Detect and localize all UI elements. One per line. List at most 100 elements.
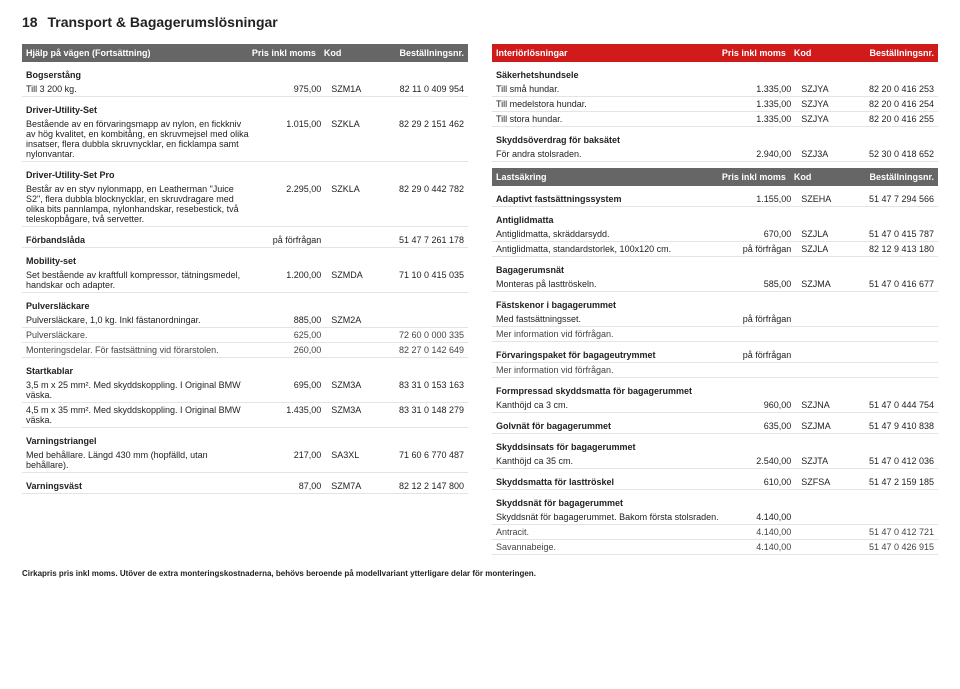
cell-code — [325, 343, 379, 358]
group-heading: Pulversläckare — [22, 293, 468, 314]
cell-code: SA3XL — [325, 448, 379, 473]
cell-code — [795, 510, 849, 525]
cell-order — [849, 510, 938, 525]
cell-price: 1.335,00 — [724, 82, 795, 97]
cell-code: SZM1A — [325, 82, 379, 97]
cell-code: SZKLA — [325, 182, 379, 227]
cell-price: 4.140,00 — [724, 510, 795, 525]
col-code: Kod — [790, 44, 847, 62]
cell-order: 71 10 0 415 035 — [379, 268, 468, 293]
cell-price: 670,00 — [724, 227, 795, 242]
cell-order: 51 47 7 294 566 — [849, 186, 938, 207]
cell-order — [849, 363, 938, 378]
group-heading: Adaptivt fastsättningssystem — [492, 186, 724, 207]
cell-name: Till medelstora hundar. — [492, 97, 724, 112]
cell-name: Till små hundar. — [492, 82, 724, 97]
cell-order — [849, 312, 938, 327]
cell-code — [795, 312, 849, 327]
cell-code — [795, 327, 849, 342]
left-header-title: Hjälp på vägen (Fortsättning) — [26, 48, 151, 58]
group-heading: Bagagerumsnät — [492, 257, 938, 278]
cell-price: 1.335,00 — [724, 112, 795, 127]
cell-price: 1.155,00 — [724, 186, 795, 207]
cell-order: 51 47 0 444 754 — [849, 398, 938, 413]
cell-code: SZM3A — [325, 403, 379, 428]
cell-name: Pulversläckare, 1,0 kg. Inkl fästanordni… — [22, 313, 254, 328]
cell-price: 1.015,00 — [254, 117, 325, 162]
cell-order: 51 47 0 426 915 — [849, 540, 938, 555]
group-heading: Varningsväst — [22, 473, 254, 494]
cell-order: 82 11 0 409 954 — [379, 82, 468, 97]
cell-order: 52 30 0 418 652 — [849, 147, 938, 162]
cell-price: 217,00 — [254, 448, 325, 473]
cell-price — [724, 363, 795, 378]
cell-price: 625,00 — [254, 328, 325, 343]
cell-order: 82 20 0 416 255 — [849, 112, 938, 127]
cell-code: SZM3A — [325, 378, 379, 403]
group-heading: Antiglidmatta — [492, 207, 938, 228]
cell-price: 960,00 — [724, 398, 795, 413]
right-table-2: Adaptivt fastsättningssystem1.155,00SZEH… — [492, 186, 938, 555]
col-order: Beställningsnr. — [847, 44, 938, 62]
cell-order: 82 29 2 151 462 — [379, 117, 468, 162]
cell-order: 51 47 9 410 838 — [849, 413, 938, 434]
cell-order: 51 47 7 261 178 — [379, 227, 468, 248]
cell-code: SZJMA — [795, 277, 849, 292]
cell-price: på förfrågan — [254, 227, 325, 248]
cell-order: 82 29 0 442 782 — [379, 182, 468, 227]
cell-price: 975,00 — [254, 82, 325, 97]
cell-name: Till 3 200 kg. — [22, 82, 254, 97]
right-header: Interiörlösningar Pris inkl moms Kod Bes… — [492, 44, 938, 62]
cell-code: SZJLA — [795, 242, 849, 257]
cell-name: Skyddsnät för bagagerummet. Bakom första… — [492, 510, 724, 525]
col-price: Pris inkl moms — [716, 44, 790, 62]
group-heading: Driver-Utility-Set — [22, 97, 468, 118]
cell-order: 51 47 0 412 721 — [849, 525, 938, 540]
cell-name: Till stora hundar. — [492, 112, 724, 127]
col-code: Kod — [790, 168, 847, 186]
cell-name: Pulversläckare. — [22, 328, 254, 343]
cell-price: på förfrågan — [724, 242, 795, 257]
page-title-text: Transport & Bagagerumslösningar — [47, 14, 277, 30]
group-heading: Formpressad skyddsmatta för bagagerummet — [492, 378, 938, 399]
group-heading: Fästskenor i bagagerummet — [492, 292, 938, 313]
cell-code: SZM7A — [325, 473, 379, 494]
cell-code — [795, 363, 849, 378]
group-heading: Golvnät för bagagerummet — [492, 413, 724, 434]
cell-name: Mer information vid förfrågan. — [492, 327, 724, 342]
cell-code: SZJYA — [795, 82, 849, 97]
col-order: Beställningsnr. — [377, 44, 468, 62]
cell-name: Kanthöjd ca 3 cm. — [492, 398, 724, 413]
right-header-title: Interiörlösningar — [492, 44, 716, 62]
cell-order: 82 20 0 416 253 — [849, 82, 938, 97]
cell-code — [325, 328, 379, 343]
cell-order: 51 47 0 415 787 — [849, 227, 938, 242]
cell-name: Antiglidmatta, standardstorlek, 100x120 … — [492, 242, 724, 257]
col-price: Pris inkl moms — [246, 44, 320, 62]
cell-price: 1.335,00 — [724, 97, 795, 112]
cell-name: Monteras på lasttröskeln. — [492, 277, 724, 292]
cell-code: SZJYA — [795, 112, 849, 127]
cell-code: SZJ3A — [795, 147, 849, 162]
cell-price: på förfrågan — [724, 342, 795, 363]
cell-code: SZKLA — [325, 117, 379, 162]
cell-price: 4.140,00 — [724, 525, 795, 540]
cell-order: 82 27 0 142 649 — [379, 343, 468, 358]
group-heading: Skyddsnät för bagagerummet — [492, 490, 938, 511]
group-heading: Bogserstång — [22, 62, 468, 82]
cell-order — [849, 327, 938, 342]
cell-price: 885,00 — [254, 313, 325, 328]
right-header2-title: Lastsäkring — [492, 168, 716, 186]
cell-order: 83 31 0 148 279 — [379, 403, 468, 428]
cell-name: Bestående av en förvaringsmapp av nylon,… — [22, 117, 254, 162]
cell-order: 82 12 9 413 180 — [849, 242, 938, 257]
cell-code: SZEHA — [795, 186, 849, 207]
cell-price: 260,00 — [254, 343, 325, 358]
cell-code — [795, 540, 849, 555]
cell-code: SZJLA — [795, 227, 849, 242]
group-heading: Startkablar — [22, 358, 468, 379]
cell-price: 1.200,00 — [254, 268, 325, 293]
cell-code — [795, 342, 849, 363]
cell-price: på förfrågan — [724, 312, 795, 327]
col-code: Kod — [320, 44, 377, 62]
